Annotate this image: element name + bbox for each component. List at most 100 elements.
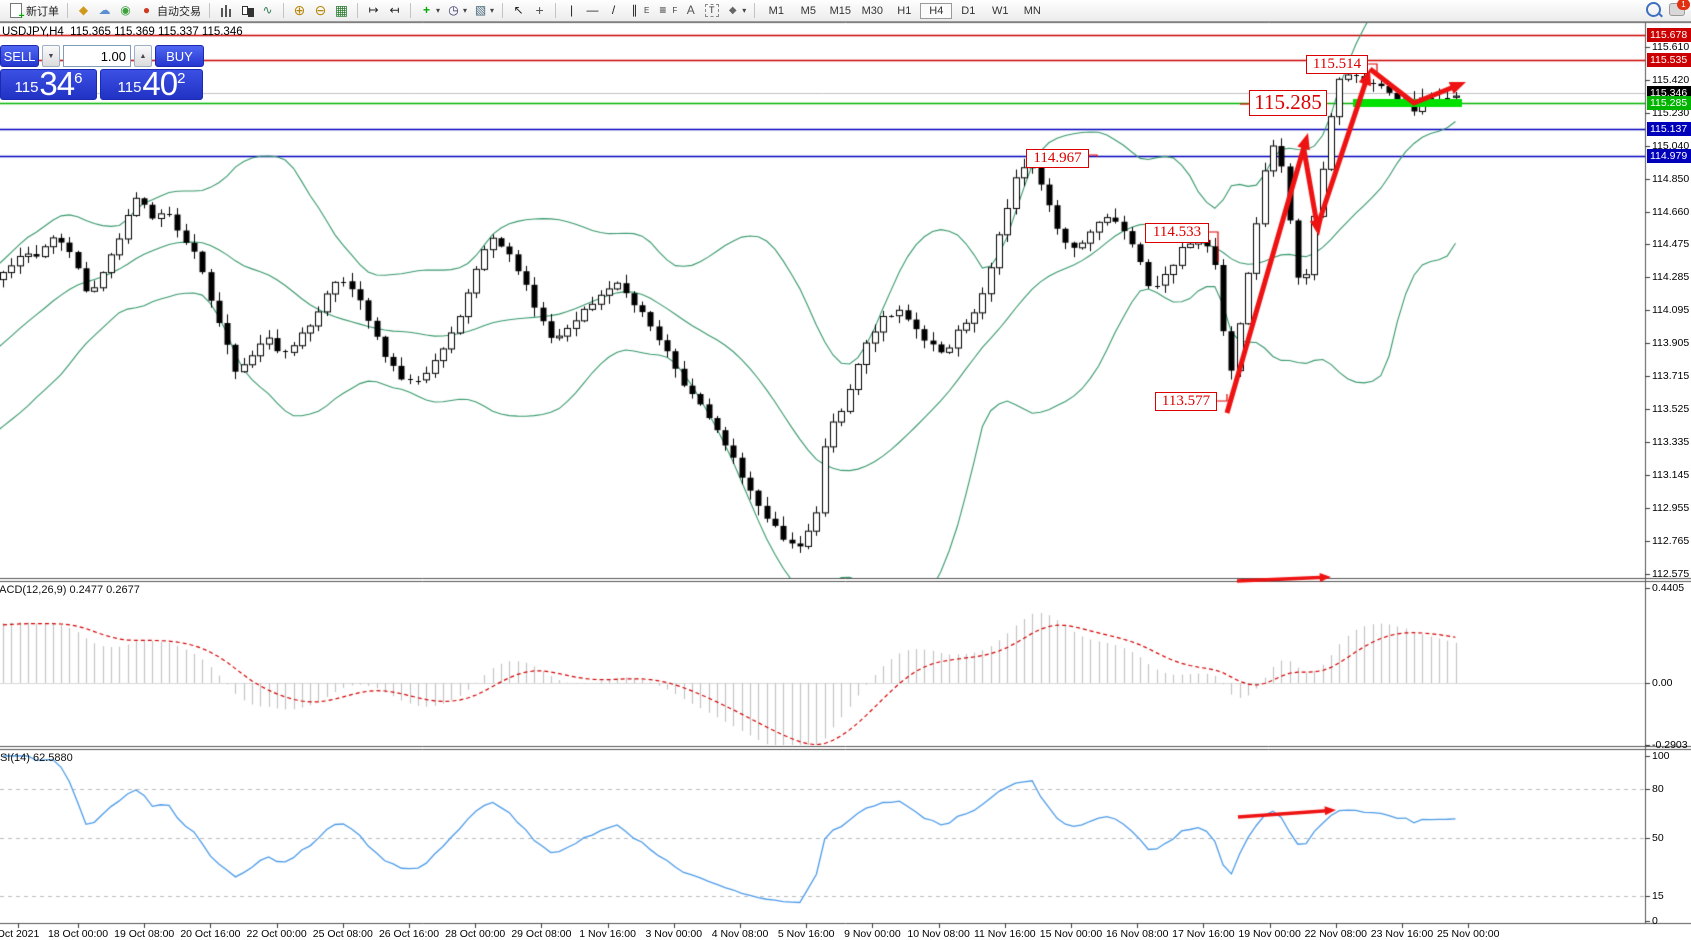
time-axis-label: 29 Oct 08:00 (511, 928, 572, 940)
time-axis-label: Oct 2021 (0, 928, 40, 940)
chart-ohlc-header: USDJPY,H4 115.365 115.369 115.337 115.34… (2, 26, 243, 38)
label-tool-button[interactable]: T (701, 2, 722, 20)
price-annotation[interactable]: 114.533 (1145, 223, 1209, 243)
chart-shift-button[interactable]: ↦ (363, 2, 384, 20)
time-axis-label: 10 Nov 08:00 (907, 928, 970, 940)
search-icon[interactable] (1646, 2, 1661, 17)
channel-button[interactable]: ∥ E (624, 2, 652, 20)
time-axis-label: 1 Nov 16:00 (579, 928, 636, 940)
price-axis-tick: 112.575 (1652, 567, 1690, 580)
horizontal-line-button[interactable]: — (582, 2, 603, 20)
time-axis-label: 16 Nov 08:00 (1105, 928, 1169, 940)
sell-price[interactable]: 115 34 6 (0, 65, 97, 102)
buy-price[interactable]: 115 40 2 (100, 65, 203, 102)
price-annotation[interactable]: 113.577 (1155, 392, 1217, 411)
time-axis-label: 19 Nov 00:00 (1238, 928, 1301, 940)
cursor-button[interactable]: ↖ (508, 2, 529, 20)
volume-increase-button[interactable]: ▲ (134, 45, 152, 67)
price-axis-tick: 112.955 (1652, 501, 1690, 514)
community-icon: ◆ (78, 3, 89, 17)
sell-button[interactable]: SELL (0, 45, 39, 67)
trendline-icon: / (611, 3, 616, 17)
rsi-axis-tick: 15 (1652, 889, 1664, 902)
time-axis-label: 5 Nov 16:00 (777, 928, 835, 940)
templates-button[interactable]: ▧ ▾ (470, 2, 497, 20)
shapes-icon: ◆ (728, 5, 737, 16)
price-axis-tick: 114.660 (1652, 205, 1690, 218)
bar-chart-icon (218, 3, 233, 18)
timeframe-m30[interactable]: M30 (861, 4, 883, 17)
price-axis-tick: 113.715 (1652, 369, 1690, 382)
volume-input[interactable]: 1.00 (63, 45, 131, 67)
buy-price-big-figure: 115 (117, 79, 142, 96)
buy-button[interactable]: BUY (155, 45, 204, 67)
toolbar: + 新订单 ◆ ☁ ◉ ● 自动交易 ∿ ⊕ ⊖ ▦ ↦ ↤ + ▾ ◷ ▾ ▧ ▾ … (0, 0, 1691, 22)
auto-scroll-button[interactable]: ↤ (384, 2, 405, 20)
rsi-axis-tick: 50 (1652, 832, 1664, 845)
time-axis-label: 3 Nov 00:00 (645, 928, 703, 940)
fibonacci-button[interactable]: ≡ F (652, 2, 680, 20)
signal-button[interactable]: ◉ (115, 2, 136, 20)
toolbar-separator (209, 3, 210, 18)
bar-chart-button[interactable] (215, 2, 236, 20)
zoom-in-icon: ⊕ (293, 2, 306, 18)
timeframe-w1[interactable]: W1 (992, 4, 1009, 17)
text-tool-icon: A (686, 3, 695, 17)
zoom-in-button[interactable]: ⊕ (289, 2, 310, 20)
trendline-button[interactable]: / (603, 2, 624, 20)
vertical-line-button[interactable]: | (561, 2, 582, 20)
timeframe-mn[interactable]: MN (1023, 4, 1041, 17)
price-annotation[interactable]: 115.285 (1249, 90, 1327, 116)
price-axis-tick: 114.850 (1652, 172, 1690, 185)
new-order-button[interactable]: + 新订单 (5, 2, 62, 22)
crosshair-icon: + (535, 2, 544, 18)
chevron-down-icon: ▾ (463, 6, 468, 15)
label-tool-icon: T (704, 3, 719, 18)
chat-icon[interactable]: 1 (1669, 0, 1690, 16)
price-annotation[interactable]: 114.967 (1026, 149, 1089, 168)
text-tool-button[interactable]: A (680, 2, 701, 20)
chevron-down-icon: ▾ (742, 6, 747, 15)
time-axis-label: 20 Oct 16:00 (180, 928, 241, 940)
template-icon: ▧ (474, 3, 487, 17)
indicators-icon: + (422, 3, 430, 17)
shapes-button[interactable]: ◆ ▾ (722, 2, 749, 20)
time-axis-label: 25 Oct 08:00 (312, 928, 373, 940)
macd-axis-tick: 0.00 (1652, 677, 1673, 689)
line-chart-button[interactable]: ∿ (257, 2, 278, 20)
timeframe-h4[interactable]: H4 (920, 2, 953, 19)
candle-chart-icon (239, 3, 254, 18)
price-axis-tick: 114.475 (1652, 237, 1690, 250)
indicators-button[interactable]: + ▾ (416, 2, 443, 20)
volume-decrease-button[interactable]: ▼ (42, 45, 60, 67)
crosshair-button[interactable]: + (529, 2, 550, 20)
line-chart-icon: ∿ (262, 3, 273, 17)
timeframe-d1[interactable]: D1 (961, 4, 976, 17)
periods-button[interactable]: ◷ ▾ (443, 2, 470, 20)
timeframe-m15[interactable]: M15 (829, 4, 851, 17)
timeframe-m1[interactable]: M1 (768, 4, 784, 17)
community-button[interactable]: ◆ (73, 2, 94, 20)
time-axis-label: 22 Oct 00:00 (246, 928, 307, 940)
buy-price-pips: 40 (142, 65, 178, 102)
sell-price-pips: 34 (39, 65, 75, 102)
zoom-out-button[interactable]: ⊖ (310, 2, 331, 20)
timeframe-m5[interactable]: M5 (800, 4, 816, 17)
timeframe-group: M1 M5 M15 M30 H1 H4 D1 W1 MN (760, 2, 1048, 19)
channel-icon: ∥ (631, 3, 638, 17)
toolbar-right: 1 (1646, 0, 1690, 17)
toolbar-separator (283, 3, 284, 18)
signal-icon: ◉ (120, 3, 131, 17)
profile-button[interactable]: ☁ (94, 2, 115, 20)
toolbar-separator (410, 3, 411, 18)
toolbar-separator (357, 3, 358, 18)
tile-windows-button[interactable]: ▦ (331, 2, 352, 20)
candle-chart-button[interactable] (236, 2, 257, 20)
price-level-label: 115.678 (1647, 27, 1691, 42)
timeframe-h1[interactable]: H1 (897, 4, 912, 17)
toolbar-separator (502, 3, 504, 18)
auto-trading-button[interactable]: ● 自动交易 (136, 2, 204, 20)
chevron-down-icon: ▾ (436, 6, 441, 15)
price-annotation[interactable]: 115.514 (1306, 55, 1368, 74)
